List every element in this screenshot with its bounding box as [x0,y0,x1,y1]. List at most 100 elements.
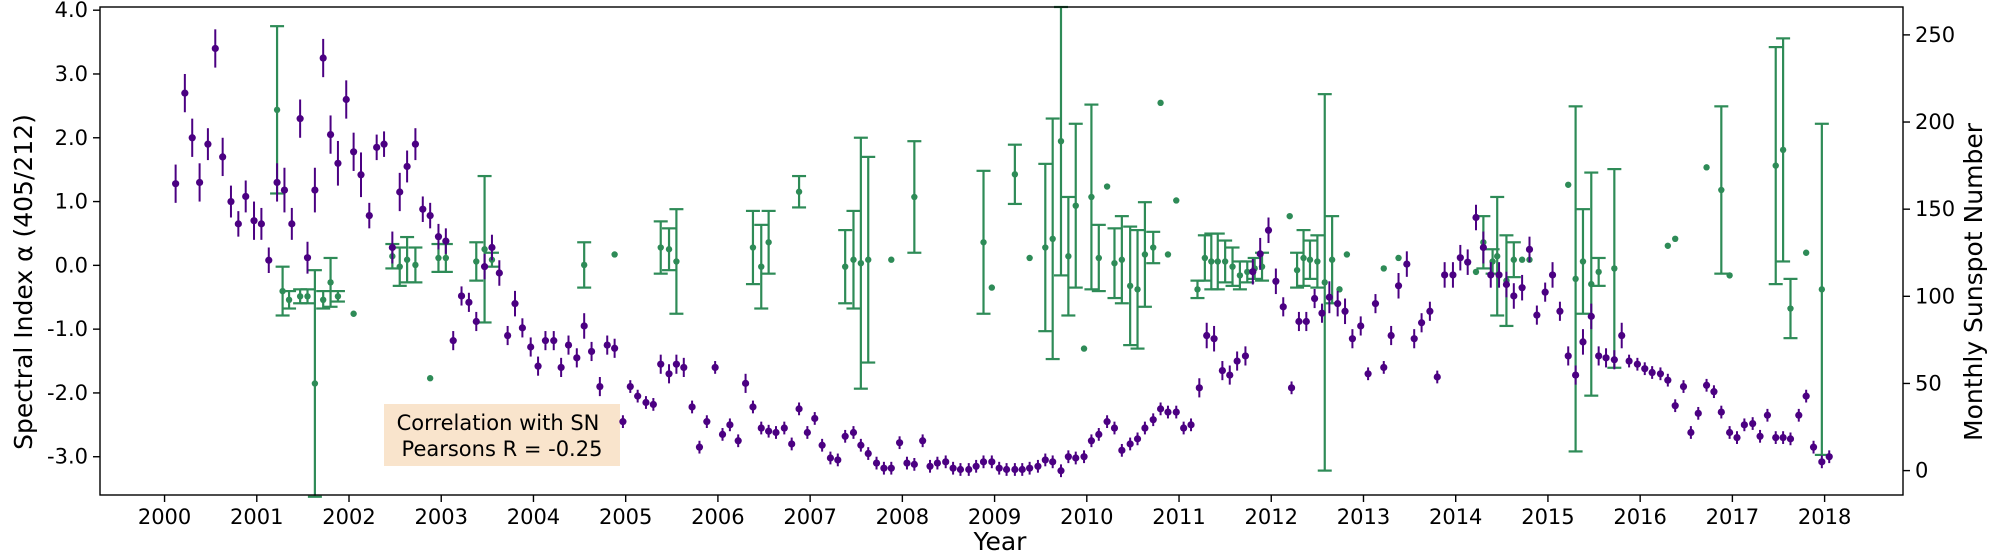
spectral-index-point [1403,260,1411,268]
spectral-index-point [1625,357,1633,365]
spectral-index-point [1203,331,1211,340]
x-axis-label: Year [973,527,1028,556]
spectral-index-point [1749,419,1757,428]
spectral-index-point [480,263,489,271]
x-tick-label: 2014 [1429,505,1482,529]
sunspot-point [1321,279,1328,286]
spectral-index-point [511,300,519,308]
spectral-index-point [1180,424,1188,432]
spectral-index-point [396,188,404,196]
sunspot-point [285,296,293,303]
sunspot-point [1380,265,1387,272]
spectral-index-point [1210,335,1218,343]
spectral-index-point [204,140,212,148]
sunspot-point [304,293,311,300]
spectral-index-point [188,134,196,142]
spectral-index-point [373,143,381,151]
spectral-index-point [1572,371,1580,379]
spectral-index-point [642,398,650,407]
spectral-index-point [1472,213,1480,222]
spectral-index-point [803,428,811,437]
spectral-index-point [580,322,588,330]
spectral-index-point [495,269,503,277]
plot-layer [172,5,1833,498]
sunspot-point [1049,235,1056,242]
spectral-index-point [280,186,289,194]
sunspot-point [850,256,857,263]
spectral-index-point [864,449,872,458]
spectral-index-point [1325,293,1333,301]
spectral-index-point [1756,432,1764,440]
x-tick-label: 2006 [691,505,744,529]
sunspot-point [1518,256,1526,263]
spectral-index-point [1525,245,1534,254]
spectral-index-point [1426,307,1434,315]
spectral-index-point [1264,226,1273,234]
spectral-index-point [949,464,957,472]
spectral-index-point [465,298,473,306]
spectral-index-point [872,459,881,467]
y-tick-label-right: 250 [1915,23,1955,47]
x-tick-label: 2004 [507,505,560,529]
x-tick-label: 2017 [1706,505,1759,529]
spectral-index-point [1141,424,1149,432]
spectral-index-point [1218,367,1226,375]
sunspot-point [1103,183,1111,190]
spectral-index-point [1818,458,1826,466]
spectral-index-point [788,440,796,448]
sunspot-point [481,246,488,253]
spectral-index-point [741,379,750,387]
spectral-index-point [1802,392,1810,400]
sunspot-point [1088,193,1095,201]
sunspot-point [1244,268,1251,276]
spectral-index-point [1256,250,1264,258]
y-tick-label-left: 4.0 [55,0,88,22]
spectral-index-point [1341,307,1349,315]
spectral-index-point [419,205,427,213]
sunspot-point [350,310,357,317]
spectral-index-point [942,458,950,466]
sunspot-point [273,106,281,114]
x-tick-label: 2001 [230,505,283,529]
sunspot-point [1787,305,1794,312]
sunspot-point [1343,251,1351,258]
spectral-index-point [1156,405,1165,413]
spectral-index-point [1648,368,1656,377]
spectral-index-point [1641,365,1649,373]
sunspot-point [1065,253,1072,260]
x-tick-label: 2013 [1337,505,1390,529]
spectral-index-point [449,337,457,345]
sunspot-point [580,261,588,269]
sunspot-point [1134,286,1141,293]
spectral-index-point [1034,462,1042,470]
sunspot-point [1214,258,1221,265]
spectral-index-point [1779,433,1787,442]
sunspot-point [911,193,918,201]
spectral-index-point [1548,271,1557,279]
spectral-index-point [426,211,434,220]
spectral-index-point [1380,363,1388,372]
spectral-index-point [1394,282,1403,290]
spectral-index-point [1564,352,1572,360]
y-tick-label-left: 0.0 [55,253,88,277]
sunspot-point [865,256,872,263]
spectral-index-point [350,148,358,156]
sunspot-point [1173,197,1180,204]
sunspot-point [1194,286,1201,293]
spectral-index-point [603,341,611,349]
spectral-index-point [1786,435,1795,443]
spectral-index-point [1702,381,1711,389]
spectral-index-point [596,382,604,391]
spectral-index-point [550,337,558,345]
spectral-index-point [1687,428,1695,437]
sunspot-point [334,293,342,300]
spectral-index-point [1533,311,1541,319]
spectral-index-point [303,254,312,262]
sunspot-point [327,279,334,286]
sunspot-point [1126,282,1134,290]
spectral-index-point [1733,433,1741,442]
spectral-index-point [1133,435,1142,443]
spectral-index-point [1387,331,1395,340]
x-tick-label: 2016 [1613,505,1666,529]
spectral-index-point [472,317,480,326]
